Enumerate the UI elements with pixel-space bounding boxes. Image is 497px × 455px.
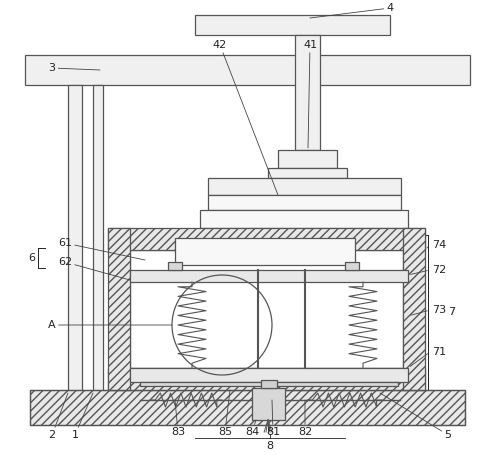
Text: 2: 2 (48, 393, 68, 440)
Bar (68, 85, 82, 395)
Text: 82: 82 (298, 400, 312, 437)
Bar (175, 238, 355, 265)
Text: 83: 83 (171, 400, 185, 437)
Text: 81: 81 (266, 400, 280, 437)
Bar (130, 250, 403, 368)
Text: 85: 85 (218, 390, 232, 437)
Text: 73: 73 (432, 305, 446, 315)
Text: 42: 42 (213, 40, 278, 195)
Text: 6: 6 (28, 253, 35, 263)
Text: 8: 8 (266, 441, 273, 451)
Bar (261, 380, 277, 388)
Bar (130, 270, 408, 282)
Text: 71: 71 (432, 347, 446, 357)
Bar (108, 228, 130, 390)
Bar (108, 368, 425, 390)
Bar (403, 228, 425, 390)
Bar (25, 55, 470, 85)
Bar (208, 195, 401, 210)
Bar (278, 150, 337, 168)
Bar (295, 35, 320, 150)
Text: 7: 7 (448, 307, 455, 317)
Bar (345, 262, 359, 270)
Bar (30, 390, 465, 425)
Bar (208, 178, 401, 195)
Text: 4: 4 (310, 3, 394, 18)
Text: 61: 61 (58, 238, 145, 260)
Text: A: A (48, 320, 172, 330)
Bar (108, 228, 425, 250)
Bar (252, 388, 285, 420)
Bar (30, 390, 465, 425)
Text: 1: 1 (72, 393, 93, 440)
Bar (195, 15, 390, 35)
Text: 3: 3 (49, 63, 100, 73)
Text: 62: 62 (58, 257, 130, 280)
Text: 41: 41 (303, 40, 317, 148)
Text: 74: 74 (432, 240, 446, 250)
Bar (140, 382, 398, 386)
Bar (200, 210, 408, 228)
Bar (168, 262, 182, 270)
Bar (268, 168, 347, 178)
Bar (93, 85, 103, 395)
Text: 84: 84 (245, 420, 259, 437)
Text: 5: 5 (380, 393, 451, 440)
Text: 72: 72 (432, 265, 446, 275)
Bar (130, 368, 408, 382)
